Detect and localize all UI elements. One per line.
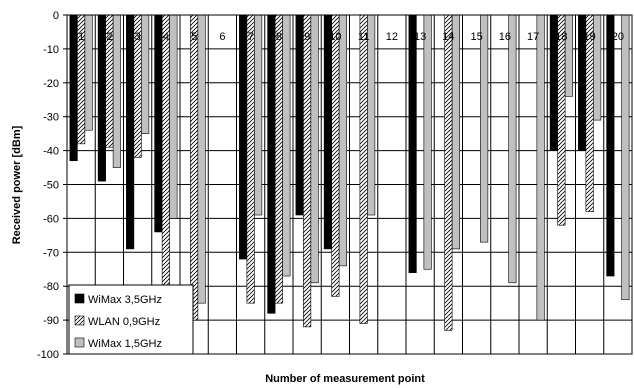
x-tick-label: 9: [304, 31, 310, 43]
bar-wimax-3-5ghz-10: [323, 14, 332, 250]
bar-wlan-0-9ghz-18: [557, 14, 566, 226]
x-tick-label: 19: [584, 31, 596, 43]
bar-wlan-0-9ghz-14: [444, 14, 453, 331]
bar-wimax-3-5ghz-1: [69, 14, 78, 162]
x-tick-label: 6: [219, 31, 225, 43]
bar-wimax-1-5ghz-20: [621, 14, 630, 301]
bar-wlan-0-9ghz-8: [274, 14, 283, 304]
bar-wlan-0-9ghz-11: [359, 14, 368, 324]
bar-wlan-0-9ghz-10: [331, 14, 340, 297]
x-tick-label: 14: [442, 31, 454, 43]
bar-wimax-3-5ghz-13: [408, 14, 417, 273]
y-tick-label: -90: [43, 315, 59, 327]
axes: [63, 14, 633, 355]
legend-box: [68, 284, 194, 355]
bar-wimax-1-5ghz-15: [480, 14, 489, 243]
bar-wlan-0-9ghz-19: [585, 14, 594, 212]
bar-wimax-1-5ghz-8: [282, 14, 291, 277]
bar-wimax-3-5ghz-4: [154, 14, 163, 233]
legend-label: WiMax 3,5GHz: [88, 294, 162, 306]
bar-wimax-1-5ghz-14: [451, 14, 460, 250]
x-tick-label: 7: [248, 31, 254, 43]
bar-wimax-1-5ghz-11: [367, 14, 376, 216]
bar-wimax-1-5ghz-16: [508, 14, 517, 284]
x-tick-label: 16: [499, 31, 511, 43]
x-tick-labels: 1 2 3 4 5 6 7 8 9 10 11 12 13 14 15 16 17 18 19 20: [78, 31, 624, 43]
bar-wimax-1-5ghz-10: [338, 14, 347, 267]
x-tick-label: 15: [471, 31, 483, 43]
x-tick-label: 10: [329, 31, 341, 43]
legend-swatch: [74, 315, 85, 326]
x-tick-label: 11: [358, 31, 369, 43]
y-tick-label: -40: [43, 146, 59, 158]
x-tick-label: 4: [163, 31, 169, 43]
y-tick-label: -80: [43, 281, 59, 293]
legend-swatch: [74, 293, 85, 304]
plot-frame: [66, 14, 633, 355]
bar-wlan-0-9ghz-5: [190, 14, 199, 321]
bar-wimax-3-5ghz-7: [239, 14, 248, 260]
bar-wimax-1-5ghz-3: [141, 14, 150, 134]
x-tick-label: 1: [78, 31, 84, 43]
bar-wlan-0-9ghz-4: [161, 14, 170, 287]
x-tick-label: 2: [106, 31, 112, 43]
bar-wimax-1-5ghz-13: [423, 14, 432, 270]
bar-wimax-3-5ghz-2: [97, 14, 106, 182]
bar-wimax-1-5ghz-18: [564, 14, 573, 97]
x-tick-label: 8: [276, 31, 282, 43]
y-tick-label: -50: [43, 180, 59, 192]
bar-wimax-1-5ghz-17: [536, 14, 545, 321]
y-tick-label: -60: [43, 213, 59, 225]
bar-wimax-1-5ghz-7: [254, 14, 263, 216]
x-tick-label: 3: [135, 31, 141, 43]
bars: [69, 14, 630, 331]
bar-wimax-1-5ghz-9: [310, 14, 319, 284]
bar-wlan-0-9ghz-9: [303, 14, 312, 328]
x-tick-label: 5: [191, 31, 197, 43]
x-axis-title: Number of measurement point: [265, 373, 425, 385]
y-tick-label: -20: [43, 78, 59, 90]
x-tick-label: 18: [555, 31, 567, 43]
legend-swatch: [74, 337, 85, 348]
bar-wimax-1-5ghz-5: [197, 14, 206, 304]
bar-wlan-0-9ghz-7: [246, 14, 255, 304]
bar-wimax-1-5ghz-1: [84, 14, 93, 131]
x-tick-label: 13: [414, 31, 426, 43]
x-tick-label: 17: [527, 31, 539, 43]
legend-label: WiMax 1,5GHz: [88, 338, 162, 350]
y-tick-labels: 0 -10 -20 -30 -40 -50 -60 -70 -80 -90 -100: [37, 10, 59, 361]
y-axis-title: Received power [dBm]: [11, 125, 23, 244]
bar-wimax-3-5ghz-3: [126, 14, 135, 250]
bar-wimax-3-5ghz-8: [267, 14, 276, 314]
y-tick-label: -10: [43, 44, 59, 56]
y-tick-label: -70: [43, 247, 59, 259]
x-tick-label: 12: [386, 31, 398, 43]
bar-wimax-3-5ghz-20: [606, 14, 615, 277]
bar-wimax-1-5ghz-4: [169, 14, 178, 219]
x-tick-label: 20: [612, 31, 624, 43]
bar-wimax-1-5ghz-2: [112, 14, 121, 168]
y-tick-label: -30: [43, 112, 59, 124]
y-tick-label: 0: [53, 10, 59, 22]
y-tick-label: -100: [37, 349, 59, 361]
legend: WiMax 3,5GHz WLAN 0,9GHz WiMax 1,5GHz: [68, 284, 194, 355]
bar-wimax-3-5ghz-9: [295, 14, 304, 216]
legend-label: WLAN 0,9GHz: [88, 316, 160, 328]
